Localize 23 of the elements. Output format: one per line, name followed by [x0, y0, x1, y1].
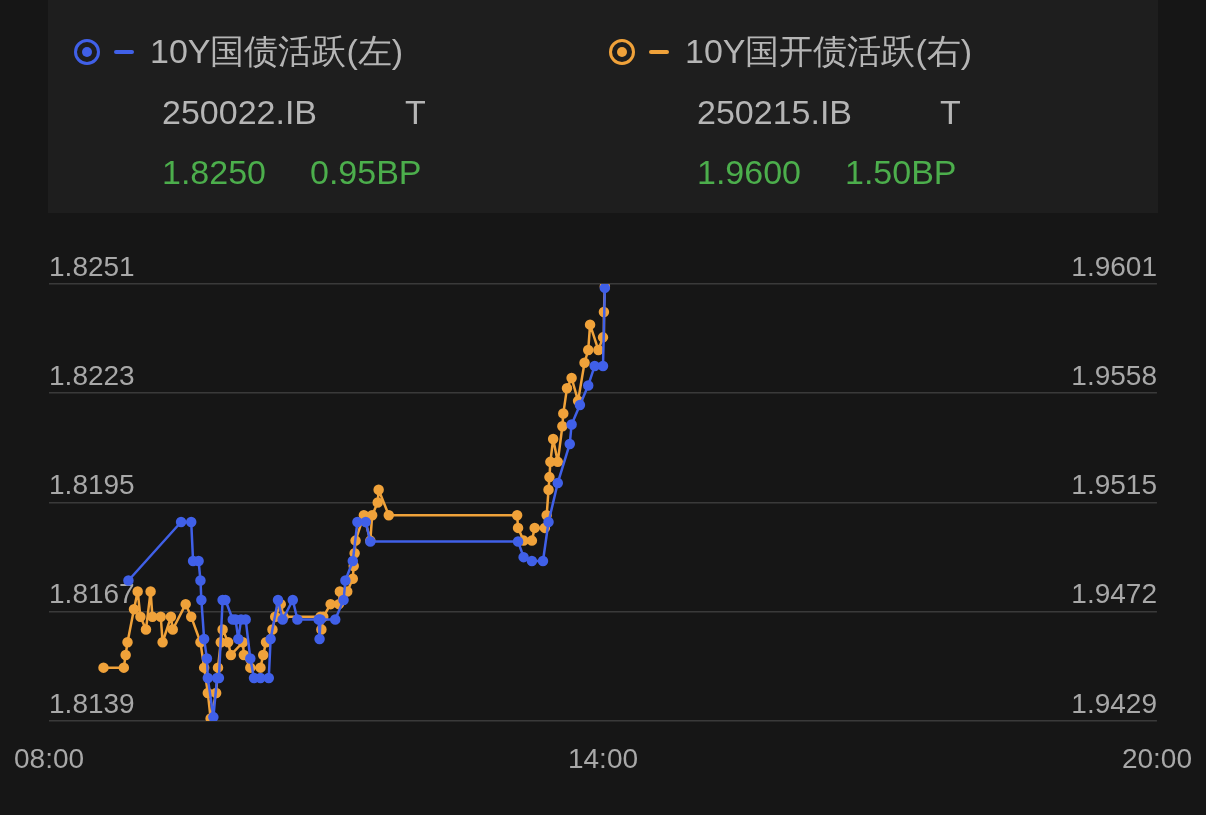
text: T [405, 92, 426, 132]
text: 1.50BP [845, 152, 957, 192]
y-tick-label: 1.8167 [49, 578, 135, 610]
text: T [940, 92, 961, 132]
y2-tick-label: 1.9472 [1071, 578, 1157, 610]
text: 0.95BP [310, 152, 422, 192]
x-tick-label: 20:00 [1121, 742, 1192, 774]
y2-tick-label: 1.9429 [1071, 687, 1157, 719]
y2-tick-label: 1.9558 [1071, 359, 1157, 391]
text: 1.8250 [162, 152, 266, 192]
text: 1.9600 [697, 152, 801, 192]
y2-tick-label: 1.9515 [1071, 469, 1157, 501]
y-tick-label: 1.8139 [49, 687, 135, 719]
legend-label: 10Y国债活跃(左) [150, 31, 404, 72]
y-tick-label: 1.8195 [49, 469, 135, 501]
legend-label: 10Y国开债活跃(右) [685, 31, 973, 72]
x-tick-label: 08:00 [14, 742, 85, 774]
y2-tick-label: 1.9601 [1071, 250, 1157, 282]
text: 250022.IB [162, 92, 318, 132]
x-tick-label: 14:00 [567, 742, 639, 774]
text: 250215.IB [697, 92, 853, 132]
y-tick-label: 1.8223 [49, 359, 135, 391]
y-tick-label: 1.8251 [49, 250, 135, 282]
